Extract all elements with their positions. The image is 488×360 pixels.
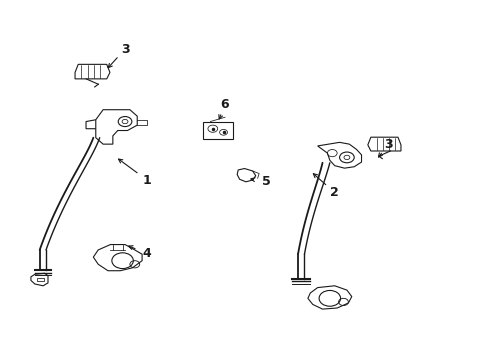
Text: 5: 5 <box>262 175 270 188</box>
Text: 6: 6 <box>220 98 229 111</box>
PathPatch shape <box>237 168 255 182</box>
Bar <box>37 278 43 282</box>
PathPatch shape <box>96 110 137 144</box>
PathPatch shape <box>317 142 361 168</box>
PathPatch shape <box>31 273 48 286</box>
PathPatch shape <box>75 64 110 79</box>
Text: 3: 3 <box>383 138 392 150</box>
PathPatch shape <box>307 286 351 309</box>
PathPatch shape <box>367 137 400 151</box>
PathPatch shape <box>93 244 142 271</box>
Text: 3: 3 <box>121 42 129 55</box>
Text: 4: 4 <box>142 247 151 260</box>
Text: 2: 2 <box>330 186 338 199</box>
Text: 1: 1 <box>142 174 151 186</box>
Bar <box>202 122 232 139</box>
